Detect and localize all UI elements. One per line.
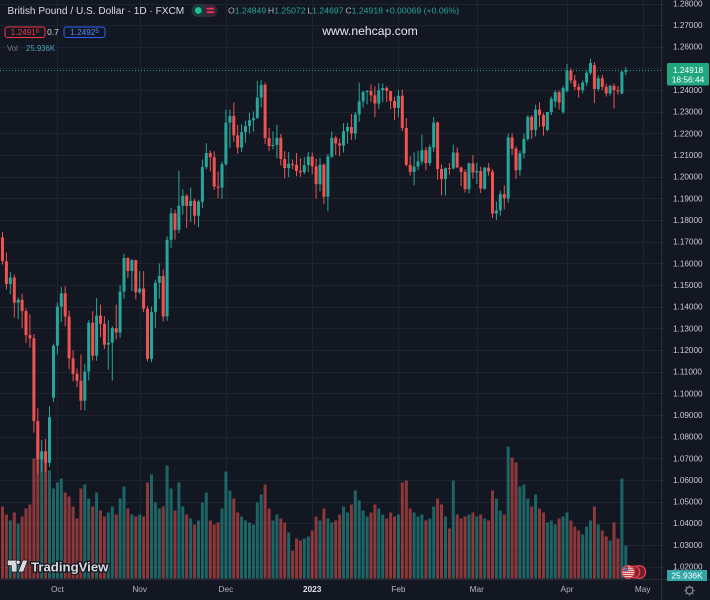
svg-text:1.12000: 1.12000	[673, 346, 703, 355]
svg-text:1.09000: 1.09000	[673, 411, 703, 420]
svg-text:Dec: Dec	[219, 584, 234, 594]
svg-text:1.05000: 1.05000	[673, 498, 703, 507]
svg-text:1.26000: 1.26000	[673, 43, 703, 52]
svg-text:1.20000: 1.20000	[673, 173, 703, 182]
svg-text:1.23000: 1.23000	[673, 108, 703, 117]
svg-text:1.14000: 1.14000	[673, 303, 703, 312]
svg-text:1.02000: 1.02000	[673, 563, 703, 572]
svg-text:TradingView: TradingView	[31, 560, 109, 575]
svg-text:British Pound / U.S. Dollar ·: British Pound / U.S. Dollar · 1D · FXCM	[8, 6, 185, 17]
svg-text:1.24000: 1.24000	[673, 86, 703, 95]
svg-text:Mar: Mar	[470, 584, 485, 594]
svg-text:25.936K: 25.936K	[26, 44, 56, 53]
svg-text:1.22000: 1.22000	[673, 129, 703, 138]
svg-text:1.21000: 1.21000	[673, 151, 703, 160]
svg-text:1.08000: 1.08000	[673, 433, 703, 442]
svg-text:25.936K: 25.936K	[671, 571, 703, 581]
svg-text:O1.24849 H1.25072 L1.24697 C1.: O1.24849 H1.25072 L1.24697 C1.24918 +0.0…	[228, 6, 459, 16]
svg-text:1.16000: 1.16000	[673, 259, 703, 268]
svg-text:1.07000: 1.07000	[673, 454, 703, 463]
svg-text:1.28000: 1.28000	[673, 0, 703, 8]
svg-text:1.04000: 1.04000	[673, 519, 703, 528]
svg-text:1.15000: 1.15000	[673, 281, 703, 290]
svg-text:1.06000: 1.06000	[673, 476, 703, 485]
svg-text:Feb: Feb	[391, 584, 406, 594]
svg-text:www.nehcap.com: www.nehcap.com	[321, 24, 418, 38]
svg-text:Apr: Apr	[561, 584, 574, 594]
svg-text:Vol: Vol	[7, 44, 18, 53]
svg-text:1.11000: 1.11000	[673, 368, 702, 377]
svg-text:1.10000: 1.10000	[673, 389, 703, 398]
svg-text:1.24918: 1.24918	[11, 28, 40, 37]
svg-text:May: May	[635, 584, 652, 594]
svg-text:Oct: Oct	[51, 584, 65, 594]
svg-text:Nov: Nov	[132, 584, 148, 594]
svg-text:1.19000: 1.19000	[673, 194, 703, 203]
svg-text:18:56:44: 18:56:44	[672, 75, 705, 85]
svg-text:0.7: 0.7	[47, 27, 59, 37]
svg-text:1.17000: 1.17000	[673, 238, 703, 247]
svg-text:1.03000: 1.03000	[673, 541, 703, 550]
svg-text:1.18000: 1.18000	[673, 216, 703, 225]
svg-text:1.13000: 1.13000	[673, 324, 703, 333]
svg-text:1.24925: 1.24925	[70, 28, 99, 37]
svg-text:1.27000: 1.27000	[673, 21, 703, 30]
svg-text:1.24918: 1.24918	[673, 65, 704, 75]
svg-text:2023: 2023	[303, 584, 322, 594]
